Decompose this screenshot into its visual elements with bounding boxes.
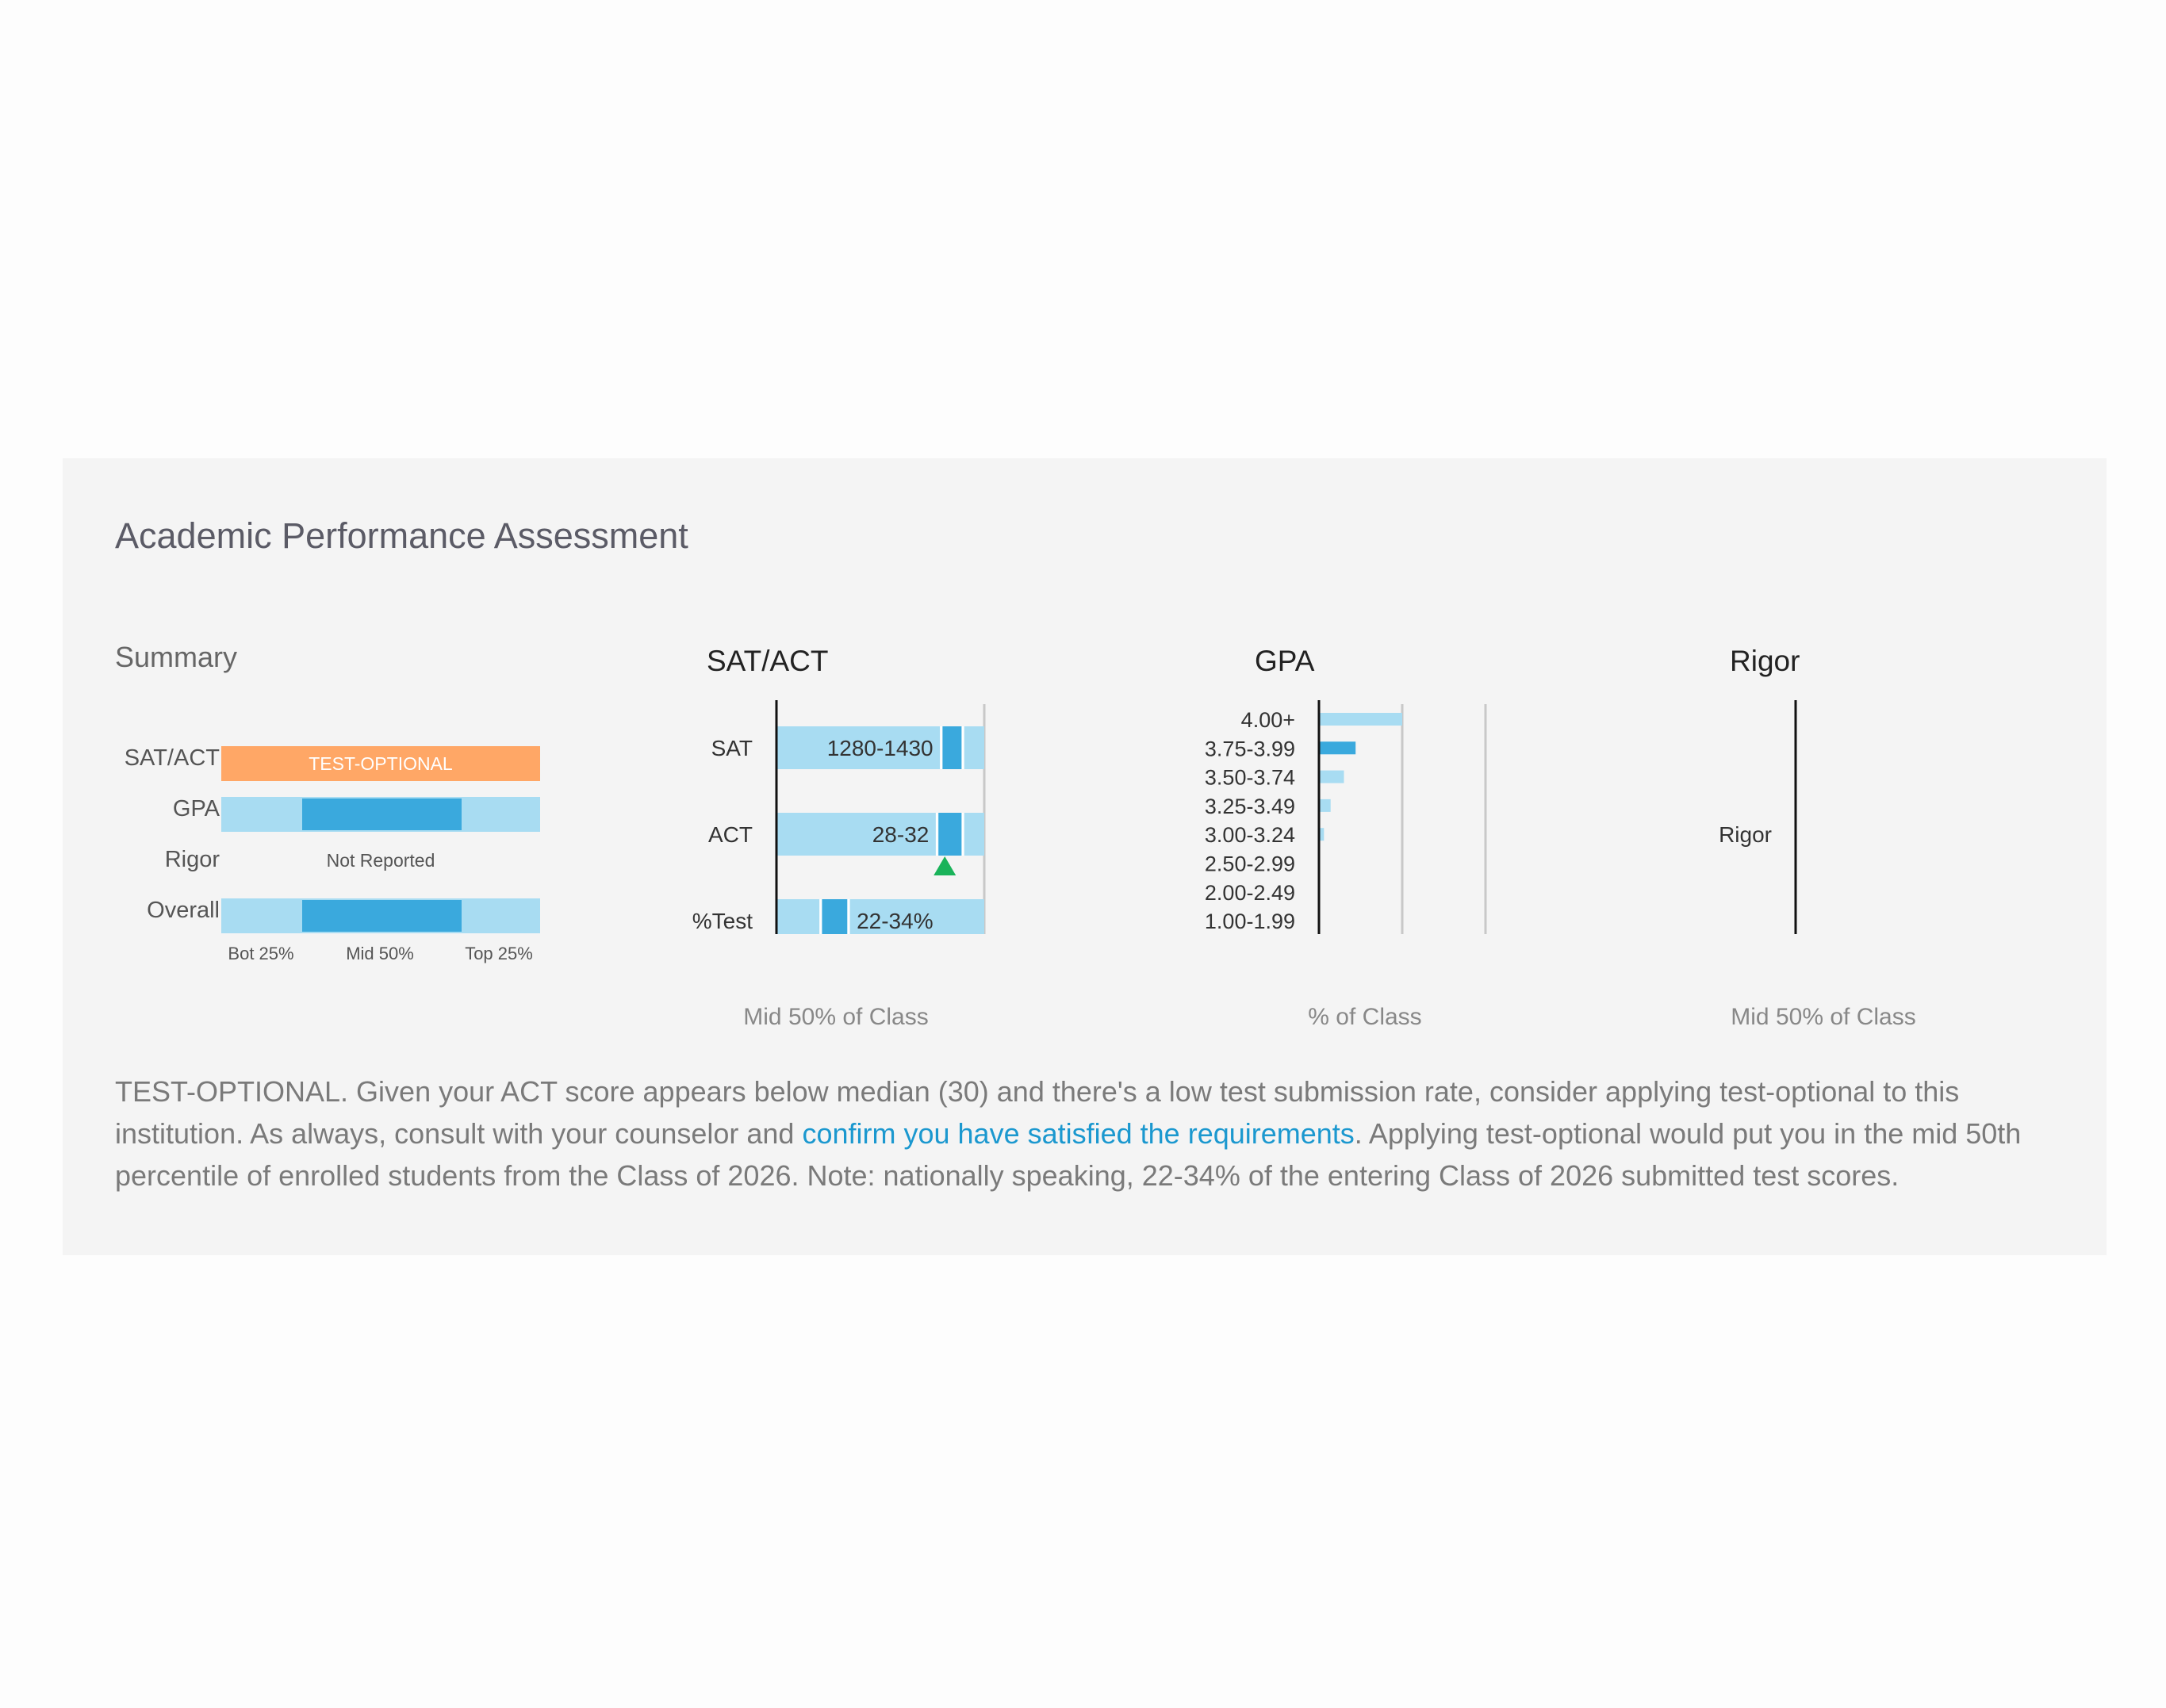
gpa-bar-2 — [1319, 770, 1344, 783]
gpa-bar-3 — [1319, 798, 1331, 812]
gpa-chart: 0501004.00+3.75-3.993.50-3.743.25-3.493.… — [1205, 700, 1487, 934]
summary-label-satact: SAT/ACT — [124, 745, 220, 771]
satact-mid-bar-0 — [942, 726, 962, 769]
gpa-category-label: 1.00-1.99 — [1205, 910, 1295, 933]
assessment-note: TEST-OPTIONAL. Given your ACT score appe… — [115, 1070, 2034, 1197]
satact-chart-title: SAT/ACT — [707, 645, 829, 677]
note-text-after: . Applying test-optional would put you i… — [115, 1117, 2022, 1192]
satact-mid-bar-1 — [938, 813, 962, 856]
satact-category-label: SAT — [711, 736, 753, 760]
gpa-chart-title: GPA — [1255, 645, 1315, 677]
gpa-bar-1 — [1319, 741, 1356, 755]
scale-label-top: Top 25% — [465, 944, 533, 963]
gpa-category-label: 2.50-2.99 — [1205, 852, 1295, 876]
satact-x-axis-label: Mid 50% of Class — [743, 1004, 929, 1030]
gpa-category-label: 3.50-3.74 — [1205, 766, 1295, 790]
gpa-bar-4 — [1319, 828, 1325, 841]
satact-category-label: ACT — [708, 822, 753, 847]
gpa-category-label: 4.00+ — [1241, 708, 1295, 732]
scale-label-bottom: Bot 25% — [228, 944, 294, 963]
gpa-bar-0 — [1319, 713, 1402, 726]
summary-label-rigor: Rigor — [164, 847, 220, 872]
gpa-category-label: 3.25-3.49 — [1205, 795, 1295, 818]
satact-range-label: 1280-1430 — [827, 736, 933, 760]
summary-label-gpa: GPA — [172, 796, 220, 821]
gpa-category-label: 3.00-3.24 — [1205, 823, 1295, 847]
requirements-link[interactable]: confirm you have satisfied the requireme… — [802, 1117, 1355, 1150]
summary-label-overall: Overall — [147, 898, 220, 923]
rigor-category-label: Rigor — [1719, 822, 1772, 847]
gpa-summary-track — [221, 797, 540, 832]
satact-mid-bar-2 — [822, 899, 848, 934]
rigor-x-axis-label: Mid 50% of Class — [1731, 1004, 1916, 1030]
gpa-category-label: 2.00-2.49 — [1205, 881, 1295, 905]
overall-summary-mid-range — [301, 900, 462, 932]
academic-performance-panel: Academic Performance Assessment Summary … — [63, 458, 2107, 1255]
gpa-x-axis-label: % of Class — [1308, 1004, 1422, 1030]
overall-summary-track — [221, 898, 540, 933]
satact-category-label: %Test — [692, 909, 753, 933]
gpa-category-label: 3.75-3.99 — [1205, 737, 1295, 760]
satact-range-label: 22-34% — [857, 909, 933, 933]
rigor-chart: Rigor020 — [1719, 700, 1797, 934]
test-optional-badge: TEST-OPTIONAL — [221, 746, 540, 781]
rigor-chart-title: Rigor — [1730, 645, 1800, 677]
panel-title: Academic Performance Assessment — [115, 515, 688, 556]
scale-label-mid: Mid 50% — [346, 944, 414, 963]
satact-track-2 — [776, 899, 984, 934]
note-text-before: TEST-OPTIONAL. Given your ACT score appe… — [115, 1075, 1960, 1150]
student-score-marker — [933, 856, 956, 875]
gpa-summary-mid-range — [301, 798, 462, 830]
rigor-not-reported: Not Reported — [326, 850, 435, 871]
summary-title: Summary — [115, 641, 238, 673]
satact-range-label: 28-32 — [872, 822, 930, 847]
